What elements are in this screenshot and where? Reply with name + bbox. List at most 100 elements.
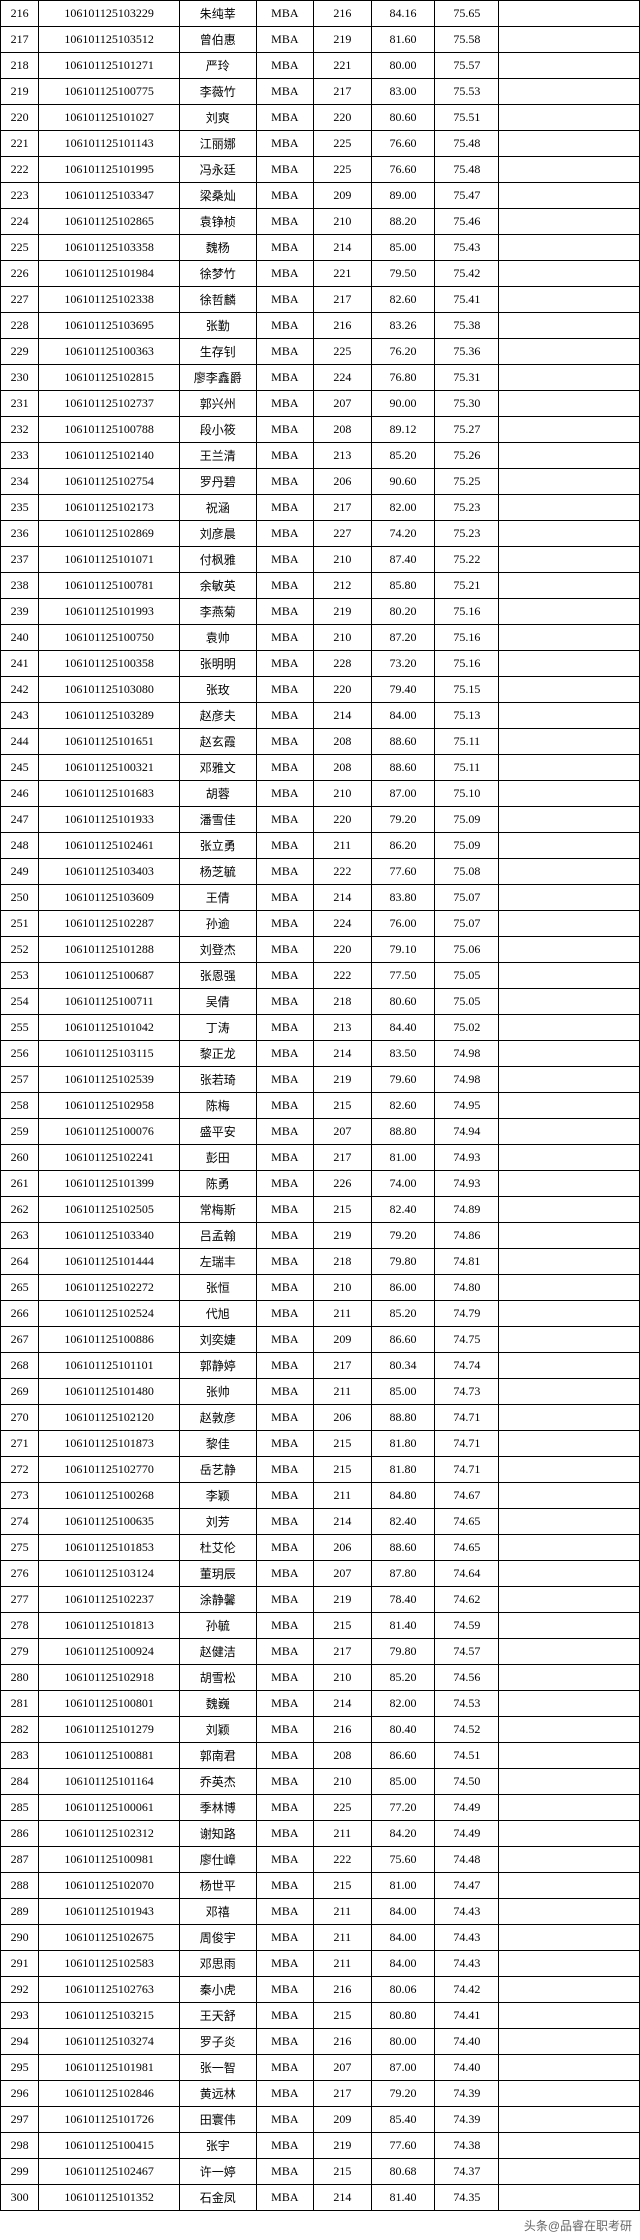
score2-cell: 77.50	[371, 963, 435, 989]
score1-cell: 221	[314, 53, 372, 79]
blank-cell	[499, 599, 640, 625]
score1-cell: 215	[314, 1457, 372, 1483]
program-cell: MBA	[256, 521, 314, 547]
table-row: 242106101125103080张玫MBA22079.4075.15	[1, 677, 640, 703]
index-cell: 266	[1, 1301, 39, 1327]
blank-cell	[499, 729, 640, 755]
blank-cell	[499, 1431, 640, 1457]
blank-cell	[499, 209, 640, 235]
program-cell: MBA	[256, 2029, 314, 2055]
id-cell: 106101125101071	[39, 547, 180, 573]
id-cell: 106101125100415	[39, 2133, 180, 2159]
program-cell: MBA	[256, 27, 314, 53]
score2-cell: 81.00	[371, 1873, 435, 1899]
blank-cell	[499, 261, 640, 287]
score1-cell: 217	[314, 1639, 372, 1665]
score1-cell: 220	[314, 807, 372, 833]
table-row: 246106101125101683胡蓉MBA21087.0075.10	[1, 781, 640, 807]
id-cell: 106101125103124	[39, 1561, 180, 1587]
index-cell: 252	[1, 937, 39, 963]
blank-cell	[499, 963, 640, 989]
index-cell: 279	[1, 1639, 39, 1665]
blank-cell	[499, 27, 640, 53]
table-row: 273106101125100268李颖MBA21184.8074.67	[1, 1483, 640, 1509]
table-row: 285106101125100061季林博MBA22577.2074.49	[1, 1795, 640, 1821]
score1-cell: 214	[314, 1041, 372, 1067]
score1-cell: 218	[314, 989, 372, 1015]
index-cell: 299	[1, 2159, 39, 2185]
id-cell: 106101125103080	[39, 677, 180, 703]
id-cell: 106101125100801	[39, 1691, 180, 1717]
score1-cell: 227	[314, 521, 372, 547]
program-cell: MBA	[256, 729, 314, 755]
index-cell: 227	[1, 287, 39, 313]
program-cell: MBA	[256, 1197, 314, 1223]
table-row: 272106101125102770岳艺静MBA21581.8074.71	[1, 1457, 640, 1483]
score1-cell: 211	[314, 1379, 372, 1405]
table-row: 243106101125103289赵彦夫MBA21484.0075.13	[1, 703, 640, 729]
id-cell: 106101125102467	[39, 2159, 180, 2185]
index-cell: 294	[1, 2029, 39, 2055]
name-cell: 罗丹碧	[179, 469, 256, 495]
table-row: 289106101125101943邓禧MBA21184.0074.43	[1, 1899, 640, 1925]
blank-cell	[499, 287, 640, 313]
blank-cell	[499, 79, 640, 105]
id-cell: 106101125101352	[39, 2185, 180, 2211]
index-cell: 217	[1, 27, 39, 53]
index-cell: 253	[1, 963, 39, 989]
score2-cell: 84.20	[371, 1821, 435, 1847]
score3-cell: 74.73	[435, 1379, 499, 1405]
id-cell: 106101125103609	[39, 885, 180, 911]
program-cell: MBA	[256, 365, 314, 391]
score2-cell: 80.80	[371, 2003, 435, 2029]
name-cell: 孙逾	[179, 911, 256, 937]
index-cell: 261	[1, 1171, 39, 1197]
score1-cell: 217	[314, 495, 372, 521]
blank-cell	[499, 183, 640, 209]
name-cell: 张恒	[179, 1275, 256, 1301]
score3-cell: 75.07	[435, 885, 499, 911]
blank-cell	[499, 1067, 640, 1093]
name-cell: 郭静婷	[179, 1353, 256, 1379]
program-cell: MBA	[256, 131, 314, 157]
id-cell: 106101125101271	[39, 53, 180, 79]
table-row: 227106101125102338徐哲麟MBA21782.6075.41	[1, 287, 640, 313]
table-row: 218106101125101271严玲MBA22180.0075.57	[1, 53, 640, 79]
table-row: 256106101125103115黎正龙MBA21483.5074.98	[1, 1041, 640, 1067]
table-row: 220106101125101027刘爽MBA22080.6075.51	[1, 105, 640, 131]
name-cell: 吕孟翰	[179, 1223, 256, 1249]
index-cell: 298	[1, 2133, 39, 2159]
name-cell: 左瑞丰	[179, 1249, 256, 1275]
index-cell: 267	[1, 1327, 39, 1353]
score2-cell: 80.68	[371, 2159, 435, 2185]
blank-cell	[499, 1327, 640, 1353]
score3-cell: 75.36	[435, 339, 499, 365]
blank-cell	[499, 2107, 640, 2133]
name-cell: 赵彦夫	[179, 703, 256, 729]
name-cell: 胡雪松	[179, 1665, 256, 1691]
name-cell: 李颖	[179, 1483, 256, 1509]
table-row: 269106101125101480张帅MBA21185.0074.73	[1, 1379, 640, 1405]
index-cell: 285	[1, 1795, 39, 1821]
program-cell: MBA	[256, 1509, 314, 1535]
score3-cell: 74.64	[435, 1561, 499, 1587]
blank-cell	[499, 1665, 640, 1691]
score1-cell: 214	[314, 1509, 372, 1535]
blank-cell	[499, 1171, 640, 1197]
score3-cell: 75.48	[435, 157, 499, 183]
score1-cell: 210	[314, 1665, 372, 1691]
score3-cell: 74.71	[435, 1431, 499, 1457]
name-cell: 刘彦晨	[179, 521, 256, 547]
id-cell: 106101125103347	[39, 183, 180, 209]
id-cell: 106101125100321	[39, 755, 180, 781]
id-cell: 106101125100788	[39, 417, 180, 443]
score3-cell: 74.39	[435, 2107, 499, 2133]
score3-cell: 75.06	[435, 937, 499, 963]
id-cell: 106101125100881	[39, 1743, 180, 1769]
roster-table: 216106101125103229朱纯莘MBA21684.1675.65217…	[0, 0, 640, 2211]
footer-credit: 头条@品睿在职考研	[0, 2211, 640, 2240]
id-cell: 106101125101480	[39, 1379, 180, 1405]
table-row: 280106101125102918胡雪松MBA21085.2074.56	[1, 1665, 640, 1691]
score1-cell: 216	[314, 313, 372, 339]
score1-cell: 214	[314, 885, 372, 911]
